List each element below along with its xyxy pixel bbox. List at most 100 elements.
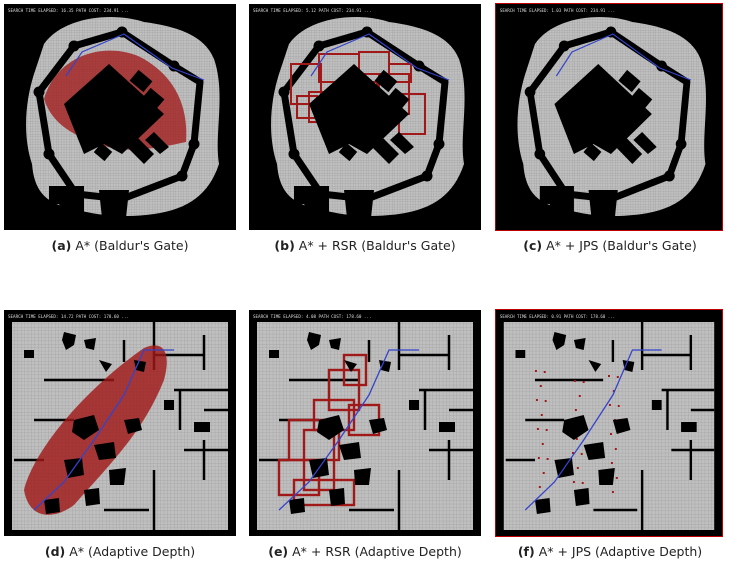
jump-point [611, 462, 613, 464]
tower [606, 194, 617, 205]
caption-letter-f: (f) [518, 544, 535, 559]
jump-point [544, 371, 546, 373]
tower [362, 194, 373, 205]
obstacle [289, 498, 305, 514]
jump-point [577, 467, 579, 469]
caption-e: (e) A* + RSR (Adaptive Depth) [249, 544, 481, 559]
caption-c: (c) A* + JPS (Baldur's Gate) [490, 238, 730, 253]
obstacle [329, 488, 345, 506]
jump-point [545, 400, 547, 402]
jump-point [583, 381, 585, 383]
caption-letter-a: (a) [52, 238, 72, 253]
obstacle [535, 498, 551, 514]
panel-b: SEARCH TIME ELAPSED: 5.12 PATH COST: 234… [249, 4, 481, 230]
obstacle [652, 400, 662, 410]
caption-text-c: A* + JPS (Baldur's Gate) [546, 238, 697, 253]
caption-text-a: A* (Baldur's Gate) [75, 238, 188, 253]
caption-letter-d: (d) [45, 544, 65, 559]
tower [434, 139, 445, 150]
obstacle [194, 422, 210, 432]
status-header: SEARCH TIME ELAPSED: 5.12 PATH COST: 234… [253, 8, 372, 13]
jump-point [610, 433, 612, 435]
tower [525, 87, 536, 98]
jump-point [579, 395, 581, 397]
tower [44, 149, 55, 160]
jump-point [616, 477, 618, 479]
tower [534, 149, 545, 160]
jump-point [618, 405, 620, 407]
panel-a: SEARCH TIME ELAPSED: 16.35 PATH COST: 23… [4, 4, 236, 230]
jump-point [609, 404, 611, 406]
obstacle [598, 468, 615, 485]
status-header: SEARCH TIME ELAPSED: 4.08 PATH COST: 178… [253, 314, 372, 319]
map-image-b: SEARCH TIME ELAPSED: 5.12 PATH COST: 234… [249, 4, 481, 230]
jump-point [541, 414, 543, 416]
tower [117, 194, 128, 205]
tower [189, 139, 200, 150]
map-image-f: SEARCH TIME ELAPSED: 0.91 PATH COST: 178… [496, 310, 722, 536]
jump-point [582, 482, 584, 484]
tower [316, 189, 327, 200]
obstacle [109, 468, 126, 485]
map-image-d: SEARCH TIME ELAPSED: 14.72 PATH COST: 17… [4, 310, 236, 536]
tower [676, 139, 687, 150]
caption-text-d: A* (Adaptive Depth) [69, 544, 195, 559]
jump-point [537, 428, 539, 430]
caption-letter-b: (b) [274, 238, 294, 253]
jump-point [608, 375, 610, 377]
jump-point [538, 457, 540, 459]
panel-f: SEARCH TIME ELAPSED: 0.91 PATH COST: 178… [496, 310, 722, 536]
jump-point [574, 380, 576, 382]
jump-point [547, 458, 549, 460]
caption-f: (f) A* + JPS (Adaptive Depth) [490, 544, 730, 559]
map-image-a: SEARCH TIME ELAPSED: 16.35 PATH COST: 23… [4, 4, 236, 230]
jump-point [581, 453, 583, 455]
tower [422, 171, 433, 182]
tower [177, 171, 188, 182]
map-image-c: SEARCH TIME ELAPSED: 1.03 PATH COST: 234… [496, 4, 722, 230]
jump-point [543, 472, 545, 474]
tower [664, 171, 675, 182]
obstacle [681, 422, 697, 432]
caption-a: (a) A* (Baldur's Gate) [4, 238, 236, 253]
panel-c: SEARCH TIME ELAPSED: 1.03 PATH COST: 234… [496, 4, 722, 230]
tower [71, 189, 82, 200]
jump-point [612, 491, 614, 493]
jump-point [536, 399, 538, 401]
panel-e: SEARCH TIME ELAPSED: 4.08 PATH COST: 178… [249, 310, 481, 536]
jump-point [575, 409, 577, 411]
caption-text-b: A* + RSR (Baldur's Gate) [299, 238, 456, 253]
obstacle [24, 350, 34, 358]
obstacle [354, 468, 371, 485]
jump-point [539, 486, 541, 488]
obstacle [84, 488, 100, 506]
obstacle [574, 488, 590, 506]
panel-d: SEARCH TIME ELAPSED: 14.72 PATH COST: 17… [4, 310, 236, 536]
jump-point [535, 370, 537, 372]
tower [561, 189, 572, 200]
map-image-e: SEARCH TIME ELAPSED: 4.08 PATH COST: 178… [249, 310, 481, 536]
obstacle [515, 350, 525, 358]
status-header: SEARCH TIME ELAPSED: 16.35 PATH COST: 23… [8, 8, 129, 13]
caption-b: (b) A* + RSR (Baldur's Gate) [249, 238, 481, 253]
tower [69, 41, 80, 52]
tower [34, 87, 45, 98]
jump-point [573, 481, 575, 483]
tower [279, 87, 290, 98]
tower [559, 41, 570, 52]
obstacle [44, 498, 60, 514]
status-header: SEARCH TIME ELAPSED: 14.72 PATH COST: 17… [8, 314, 129, 319]
caption-text-e: A* + RSR (Adaptive Depth) [292, 544, 462, 559]
jump-point [540, 385, 542, 387]
obstacle [269, 350, 279, 358]
obstacle [439, 422, 455, 432]
caption-letter-e: (e) [268, 544, 288, 559]
status-header: SEARCH TIME ELAPSED: 0.91 PATH COST: 178… [500, 314, 615, 319]
obstacle [164, 400, 174, 410]
tower [289, 149, 300, 160]
caption-d: (d) A* (Adaptive Depth) [4, 544, 236, 559]
obstacle [409, 400, 419, 410]
jump-point [546, 429, 548, 431]
jump-point [617, 376, 619, 378]
caption-text-f: A* + JPS (Adaptive Depth) [539, 544, 702, 559]
